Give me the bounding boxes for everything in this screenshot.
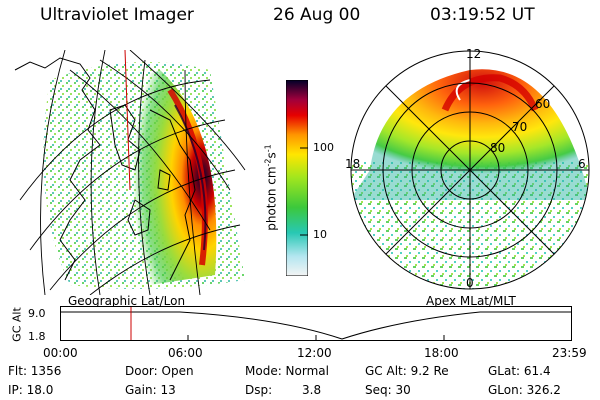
colorbar-tick-label-low: 10 bbox=[313, 228, 327, 241]
colorbar bbox=[286, 80, 308, 276]
left-panel-caption: Geographic Lat/Lon bbox=[68, 294, 186, 308]
info-gc-alt: GC Alt: 9.2 Re bbox=[365, 364, 449, 378]
instrument-title: Ultraviolet Imager bbox=[40, 5, 194, 25]
info-dsp-value: 3.8 bbox=[302, 383, 322, 397]
coastlines bbox=[14, 57, 196, 281]
meridian-marker bbox=[124, 50, 131, 191]
colorbar-tick-label-high: 100 bbox=[313, 141, 334, 154]
polar-grid bbox=[350, 50, 590, 290]
xtick-0600: 06:00 bbox=[168, 346, 203, 360]
mlat-label-80: 80 bbox=[490, 141, 506, 155]
altitude-xticks bbox=[187, 335, 445, 341]
info-glon: GLon: 326.2 bbox=[488, 383, 561, 397]
polar-arc-detail bbox=[455, 79, 471, 101]
colorbar-label-s: s bbox=[264, 152, 279, 159]
colorbar-label-exp1: -2 bbox=[263, 158, 273, 167]
xtick-1800: 18:00 bbox=[424, 346, 459, 360]
info-door: Door: Open bbox=[125, 364, 194, 378]
latitude-lines bbox=[19, 79, 241, 295]
info-seq: Seq: 30 bbox=[365, 383, 411, 397]
mlat-label-60: 60 bbox=[535, 97, 551, 111]
xtick-0000: 00:00 bbox=[43, 346, 78, 360]
info-gain: Gain: 13 bbox=[125, 383, 176, 397]
image-date: 26 Aug 00 bbox=[273, 5, 361, 25]
info-glat: GLat: 61.4 bbox=[488, 364, 551, 378]
xtick-1200: 12:00 bbox=[297, 346, 332, 360]
altitude-ylabel: GC Alt bbox=[10, 307, 24, 342]
polar-bright-arc bbox=[441, 74, 539, 112]
right-panel-caption: Apex MLat/MLT bbox=[426, 294, 516, 308]
image-time: 03:19:52 UT bbox=[430, 5, 535, 25]
altitude-ytick-low: 1.8 bbox=[28, 330, 46, 343]
info-flight: Flt: 1356 bbox=[8, 364, 62, 378]
colorbar-label-exp2: -1 bbox=[263, 144, 273, 153]
mlt-label-bottom: 0 bbox=[466, 276, 474, 290]
mlt-label-top: 12 bbox=[466, 47, 482, 61]
colorbar-label: photon cm-2s-1 bbox=[264, 123, 279, 253]
altitude-plot bbox=[60, 306, 572, 341]
mlat-label-70: 70 bbox=[512, 120, 528, 134]
longitude-lines bbox=[40, 50, 246, 295]
colorbar-label-unit: photon cm bbox=[264, 166, 279, 231]
mlt-label-left: 18 bbox=[345, 157, 361, 171]
altitude-ytick-high: 9.0 bbox=[28, 307, 46, 320]
info-mode: Mode: Normal bbox=[245, 364, 329, 378]
xtick-2359: 23:59 bbox=[552, 346, 587, 360]
geographic-map bbox=[14, 50, 246, 295]
altitude-curve bbox=[61, 311, 571, 340]
info-ip: IP: 18.0 bbox=[8, 383, 54, 397]
auroral-arc-core bbox=[174, 104, 207, 251]
info-dsp: Dsp: bbox=[245, 383, 273, 397]
mlt-label-right: 6 bbox=[578, 157, 586, 171]
polar-plot bbox=[350, 50, 590, 290]
